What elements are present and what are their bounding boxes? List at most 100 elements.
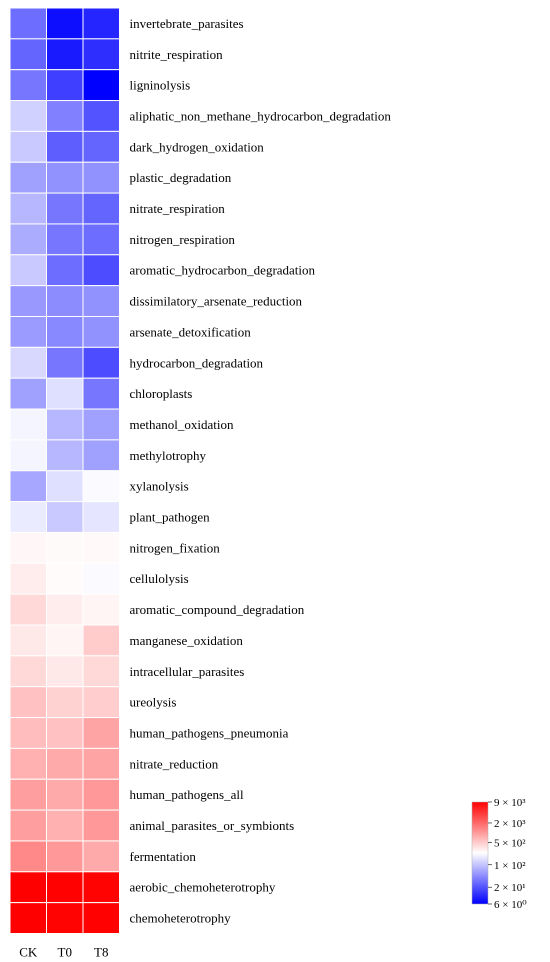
row-label: invertebrate_parasites xyxy=(130,16,244,31)
heatmap-cell xyxy=(46,130,84,163)
row-label: methylotrophy xyxy=(130,448,207,463)
heatmap-cell xyxy=(46,686,84,719)
legend-label: 1 × 10² xyxy=(494,860,526,872)
heatmap-cell xyxy=(82,377,120,410)
heatmap-cell xyxy=(9,501,47,533)
heatmap-cell xyxy=(9,377,47,410)
heatmap-cell xyxy=(46,470,84,503)
heatmap-cell xyxy=(9,69,47,102)
heatmap-cell xyxy=(82,501,120,533)
heatmap-cell xyxy=(9,624,47,657)
heatmap-cell xyxy=(9,254,47,287)
heatmap-cell xyxy=(46,161,84,194)
heatmap-cell xyxy=(82,840,120,873)
heatmap-cell xyxy=(9,562,47,595)
row-label: nitrate_respiration xyxy=(130,201,226,216)
row-label: aerobic_chemoheterotrophy xyxy=(130,880,276,895)
heatmap-cell xyxy=(82,562,120,595)
heatmap-cell xyxy=(46,38,84,71)
row-label: manganese_oxidation xyxy=(130,633,244,648)
color-legend: 9 × 10³ 2 × 10³ 5 × 10² 1 × 10² 2 × 10¹ 6 × 1… xyxy=(471,797,527,911)
row-label: chemoheterotrophy xyxy=(130,911,232,926)
row-label: fermentation xyxy=(130,849,197,864)
heatmap-cell xyxy=(46,377,84,410)
heatmap-cell xyxy=(9,346,47,379)
heatmap-cell xyxy=(82,531,120,564)
heatmap-cell xyxy=(9,717,47,749)
heatmap-cell xyxy=(82,100,120,132)
heatmap-cell xyxy=(9,902,47,935)
row-label: intracellular_parasites xyxy=(130,664,245,679)
row-label: ureolysis xyxy=(130,695,177,710)
row-label: xylanolysis xyxy=(130,479,189,494)
heatmap-cell xyxy=(82,346,120,379)
heatmap-cell xyxy=(46,285,84,317)
heatmap-cell xyxy=(9,161,47,194)
heatmap-cell xyxy=(9,747,47,780)
heatmap-cell xyxy=(82,717,120,749)
heatmap-cell xyxy=(82,686,120,719)
row-label: human_pathogens_all xyxy=(130,787,244,802)
heatmap-cell xyxy=(82,223,120,256)
heatmap-cell xyxy=(46,69,84,102)
heatmap-cell xyxy=(82,439,120,472)
heatmap-cell xyxy=(46,562,84,595)
heatmap-cell xyxy=(9,686,47,719)
heatmap-cell xyxy=(9,408,47,441)
heatmap-cell xyxy=(46,717,84,749)
heatmap-cell xyxy=(46,408,84,441)
row-label: human_pathogens_pneumonia xyxy=(130,725,289,740)
heatmap-cell xyxy=(82,254,120,287)
heatmap-cell xyxy=(9,840,47,873)
row-label: arsenate_detoxification xyxy=(130,324,252,339)
heatmap-cell xyxy=(9,100,47,132)
heatmap-cell xyxy=(9,809,47,842)
heatmap-cells xyxy=(9,7,120,935)
row-label: ligninolysis xyxy=(130,78,191,93)
heatmap-cell xyxy=(9,593,47,626)
row-label: methanol_oxidation xyxy=(130,417,234,432)
heatmap-cell xyxy=(82,316,120,348)
row-label: animal_parasites_or_symbionts xyxy=(130,818,295,833)
heatmap-cell xyxy=(46,346,84,379)
heatmap-cell xyxy=(46,254,84,287)
heatmap-cell xyxy=(46,316,84,348)
heatmap-cell xyxy=(9,470,47,503)
heatmap-cell xyxy=(82,192,120,225)
column-label: T8 xyxy=(94,945,108,960)
heatmap-cell xyxy=(82,624,120,657)
heatmap-cell xyxy=(9,38,47,71)
row-label: aliphatic_non_methane_hydrocarbon_degrad… xyxy=(130,108,392,123)
heatmap-cell xyxy=(9,130,47,163)
heatmap-cell xyxy=(46,223,84,256)
row-label: chloroplasts xyxy=(130,386,193,401)
heatmap-cell xyxy=(46,501,84,533)
row-label: nitrite_respiration xyxy=(130,47,224,62)
heatmap-cell xyxy=(46,778,84,811)
row-label: plant_pathogen xyxy=(130,510,211,525)
heatmap-cell xyxy=(9,778,47,811)
heatmap-cell xyxy=(46,902,84,935)
row-label: cellulolysis xyxy=(130,571,189,586)
legend-label: 9 × 10³ xyxy=(494,797,526,809)
legend-label: 2 × 10³ xyxy=(494,818,526,830)
legend-label: 5 × 10² xyxy=(494,837,526,849)
heatmap-cell xyxy=(9,871,47,904)
column-label: T0 xyxy=(58,945,72,960)
heatmap-cell xyxy=(46,100,84,132)
column-labels: CK T0 T8 xyxy=(19,945,108,960)
heatmap-cell xyxy=(9,531,47,564)
heatmap-cell xyxy=(82,655,120,688)
row-label: hydrocarbon_degradation xyxy=(130,355,264,370)
legend-label: 6 × 10⁰ xyxy=(494,899,527,911)
legend-label: 2 × 10¹ xyxy=(494,882,526,894)
heatmap-cell xyxy=(82,470,120,503)
heatmap-cell xyxy=(82,285,120,317)
heatmap-cell xyxy=(46,192,84,225)
heatmap-cell xyxy=(82,408,120,441)
heatmap-cell xyxy=(9,316,47,348)
legend-color-bar xyxy=(471,801,489,905)
heatmap-cell xyxy=(46,809,84,842)
heatmap-cell xyxy=(46,747,84,780)
